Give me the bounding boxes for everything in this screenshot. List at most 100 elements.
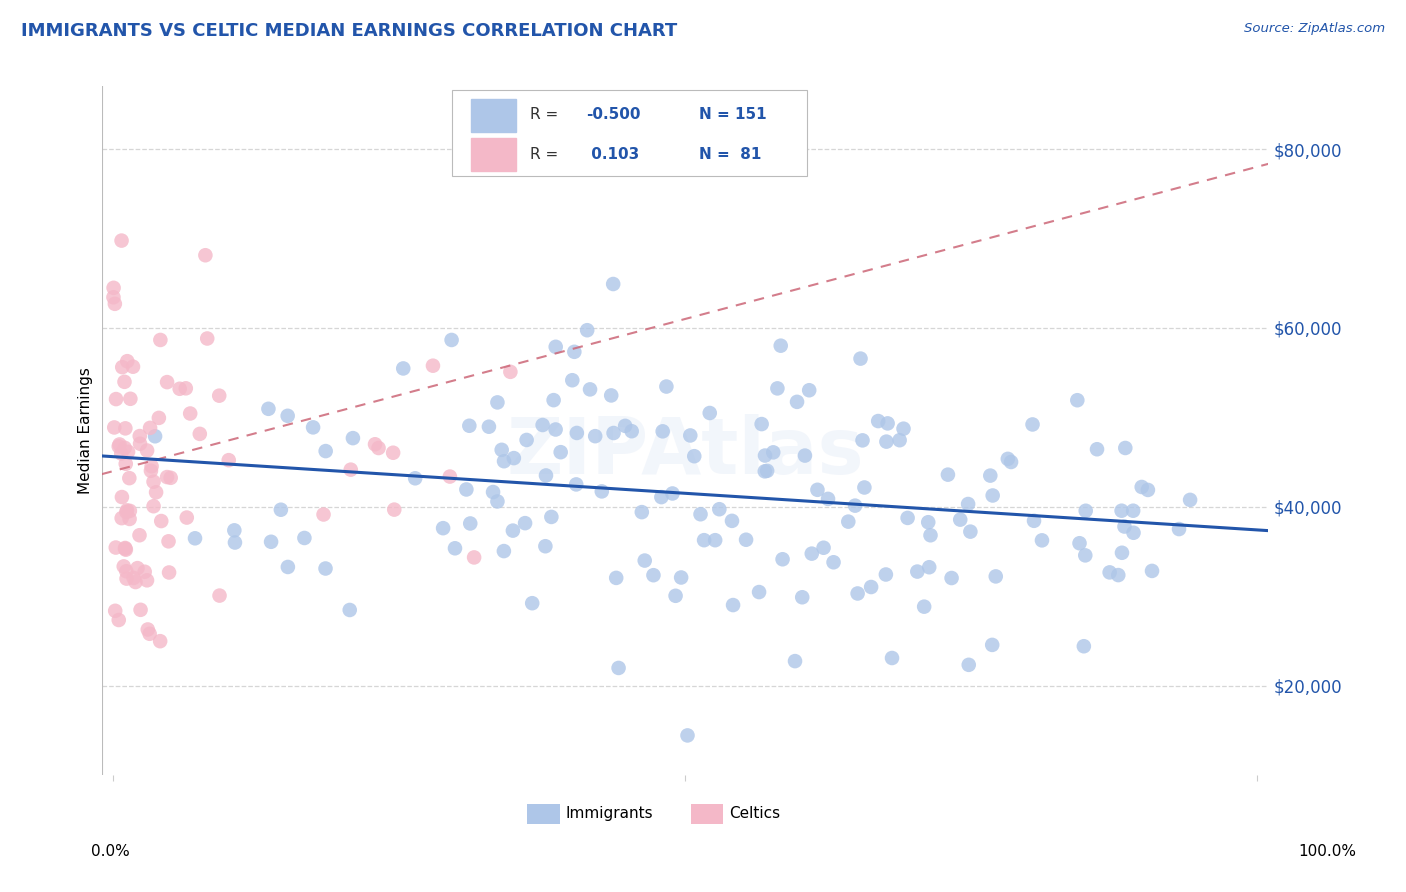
Point bbox=[880, 651, 903, 665]
Point bbox=[949, 513, 972, 527]
Point bbox=[142, 475, 165, 489]
Point bbox=[849, 351, 872, 366]
Bar bbox=[527, 805, 560, 823]
Point bbox=[1031, 533, 1053, 548]
Point bbox=[669, 570, 692, 584]
Point bbox=[1168, 522, 1191, 536]
Point bbox=[860, 580, 883, 594]
Text: ZIPAtlas: ZIPAtlas bbox=[506, 414, 863, 490]
Point bbox=[463, 550, 485, 565]
Point bbox=[122, 359, 145, 374]
Point bbox=[540, 510, 562, 524]
Point bbox=[115, 505, 138, 519]
Point bbox=[875, 434, 897, 449]
Point bbox=[111, 511, 134, 525]
Point bbox=[136, 574, 159, 588]
Point bbox=[115, 542, 138, 557]
Text: Celtics: Celtics bbox=[730, 806, 780, 822]
Point bbox=[699, 406, 721, 420]
Point bbox=[735, 533, 758, 547]
Point bbox=[439, 469, 461, 483]
Point bbox=[1136, 483, 1159, 497]
Point bbox=[786, 395, 808, 409]
Point bbox=[655, 379, 678, 393]
Point bbox=[889, 433, 911, 447]
Point bbox=[440, 333, 463, 347]
Point bbox=[792, 591, 814, 605]
Point bbox=[110, 446, 132, 460]
Point bbox=[179, 407, 201, 421]
Point bbox=[104, 297, 127, 311]
Point bbox=[562, 344, 585, 359]
Point bbox=[1130, 480, 1153, 494]
Text: -0.500: -0.500 bbox=[586, 107, 640, 122]
Point bbox=[103, 281, 125, 295]
Point bbox=[124, 575, 146, 590]
Point bbox=[851, 434, 873, 448]
Point bbox=[766, 381, 789, 395]
Point bbox=[208, 389, 231, 403]
Point bbox=[917, 515, 939, 529]
Point bbox=[492, 544, 515, 558]
Point bbox=[754, 449, 776, 463]
Bar bbox=[690, 805, 724, 823]
Point bbox=[721, 514, 744, 528]
Point bbox=[531, 417, 554, 432]
Point bbox=[156, 375, 179, 389]
Point bbox=[169, 382, 191, 396]
Point bbox=[643, 568, 665, 582]
Point bbox=[367, 441, 389, 455]
Point bbox=[1107, 568, 1129, 582]
Point bbox=[941, 571, 963, 585]
Point bbox=[111, 490, 134, 504]
Point bbox=[114, 457, 136, 471]
Point bbox=[793, 449, 815, 463]
Point bbox=[534, 539, 557, 553]
Point bbox=[149, 333, 172, 347]
Point bbox=[607, 661, 630, 675]
Point bbox=[534, 468, 557, 483]
Point bbox=[918, 560, 941, 574]
Point bbox=[136, 623, 159, 637]
Point bbox=[270, 502, 292, 516]
Point bbox=[544, 340, 567, 354]
Point bbox=[981, 638, 1004, 652]
Point bbox=[128, 528, 150, 542]
Point bbox=[118, 512, 141, 526]
Point bbox=[689, 508, 711, 522]
Point bbox=[565, 425, 588, 440]
Point bbox=[422, 359, 444, 373]
Point bbox=[650, 490, 672, 504]
Point bbox=[799, 383, 821, 397]
Point bbox=[208, 589, 231, 603]
Point bbox=[157, 566, 180, 580]
Point bbox=[957, 497, 980, 511]
Point bbox=[103, 290, 125, 304]
Point bbox=[936, 467, 959, 482]
Point bbox=[522, 596, 544, 610]
Point bbox=[984, 569, 1007, 583]
Point bbox=[997, 451, 1019, 466]
Point bbox=[127, 561, 149, 575]
Point bbox=[1122, 504, 1144, 518]
Point bbox=[478, 419, 501, 434]
Bar bbox=[471, 99, 516, 132]
Y-axis label: Median Earnings: Median Earnings bbox=[79, 368, 93, 494]
Text: R =: R = bbox=[530, 107, 562, 122]
Point bbox=[404, 471, 426, 485]
Text: R =: R = bbox=[530, 147, 562, 161]
Point bbox=[1000, 455, 1022, 469]
Point bbox=[482, 485, 505, 500]
Point bbox=[897, 511, 920, 525]
Point bbox=[129, 603, 152, 617]
Text: Source: ZipAtlas.com: Source: ZipAtlas.com bbox=[1244, 22, 1385, 36]
Point bbox=[107, 613, 129, 627]
Point bbox=[115, 354, 138, 368]
Point bbox=[1111, 504, 1133, 518]
Point bbox=[118, 504, 141, 518]
Point bbox=[769, 339, 792, 353]
Point bbox=[704, 533, 727, 548]
Point bbox=[544, 422, 567, 436]
Point bbox=[1114, 519, 1136, 533]
Point bbox=[157, 534, 180, 549]
